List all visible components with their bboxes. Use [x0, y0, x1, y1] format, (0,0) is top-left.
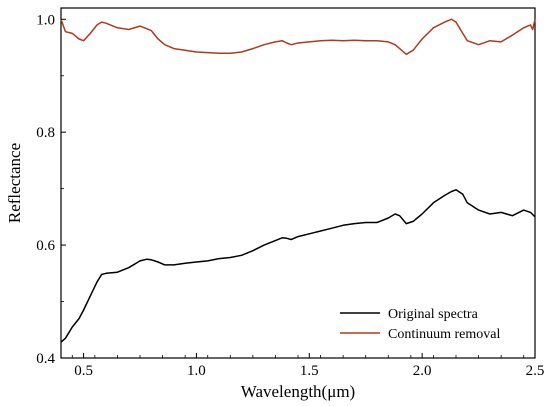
x-tick-label: 2.5 — [526, 363, 545, 379]
legend-label: Continuum removal — [388, 327, 500, 342]
plot-frame — [60, 7, 536, 359]
series-layer — [60, 18, 536, 343]
x-tick-label: 1.0 — [187, 363, 206, 379]
x-tick-label: 2.0 — [413, 363, 432, 379]
y-tick-label: 0.6 — [36, 238, 55, 254]
y-axis-ticks: 0.4 0.6 0.8 1.0 — [36, 12, 66, 367]
x-tick-label: 1.5 — [300, 363, 319, 379]
plot-border — [60, 7, 536, 359]
series-line-continuum-removal — [60, 18, 536, 56]
y-axis-title: Reflectance — [5, 143, 24, 223]
y-tick-label: 1.0 — [36, 12, 55, 28]
x-axis-title: Wavelength(μm) — [241, 382, 355, 401]
series-line-original-spectra — [60, 189, 536, 343]
x-tick-label: 0.5 — [74, 363, 93, 379]
legend-label: Original spectra — [388, 307, 479, 322]
y-tick-label: 0.8 — [36, 125, 55, 141]
x-axis-ticks: 0.5 1.0 1.5 2.0 2.5 — [71, 353, 545, 379]
y-tick-label: 0.4 — [36, 351, 55, 367]
legend: Original spectra Continuum removal — [340, 307, 500, 342]
